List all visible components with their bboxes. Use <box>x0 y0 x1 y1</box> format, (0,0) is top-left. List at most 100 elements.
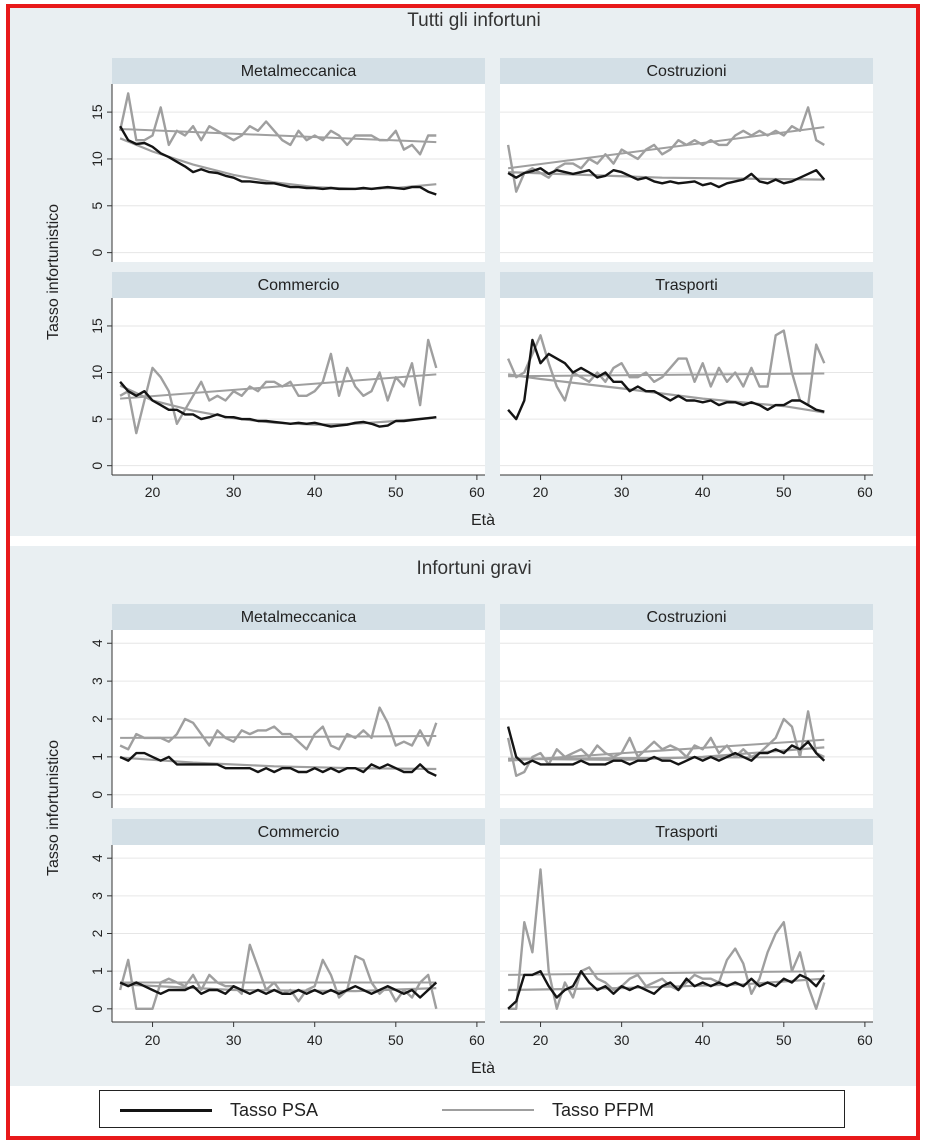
panel-title: Commercio <box>258 824 340 841</box>
y-tick-label: 0 <box>89 1005 105 1013</box>
y-tick-label: 3 <box>89 892 105 900</box>
y-tick-label: 15 <box>89 104 105 120</box>
series-psa <box>507 167 826 189</box>
panel-1-trasporti: Trasporti 20 30 40 50 60 <box>500 819 873 1048</box>
panel-strip <box>112 272 485 298</box>
panel-0-costruzioni: Costruzioni <box>500 58 873 262</box>
series-psa <box>507 970 826 1010</box>
y-tick-label: 1 <box>89 753 105 761</box>
x-tick-label: 50 <box>776 484 792 500</box>
x-tick-label: 30 <box>614 1032 630 1048</box>
x-tick-label: 50 <box>388 1032 404 1048</box>
panel-title: Metalmeccanica <box>241 63 357 80</box>
legend-swatch-pfpm <box>442 1109 534 1111</box>
y-tick-label: 15 <box>89 318 105 334</box>
legend-item-psa: Tasso PSA <box>120 1091 318 1129</box>
x-tick-label: 20 <box>145 484 161 500</box>
panel-0-metalmeccanica: Metalmeccanica 0 5 10 15 <box>89 58 485 262</box>
series-pfpm <box>119 338 438 435</box>
x-tick-label: 60 <box>857 1032 873 1048</box>
series-pfpm <box>119 706 438 751</box>
series-psa <box>507 338 825 421</box>
ylabel-2: Tasso infortunistico <box>45 740 62 876</box>
panel-title: Trasporti <box>655 277 718 294</box>
panel-title: Metalmeccanica <box>241 609 357 626</box>
panel-strip <box>112 604 485 630</box>
legend-swatch-psa <box>120 1108 212 1112</box>
y-tick-label: 4 <box>89 854 105 862</box>
y-tick-label: 5 <box>89 202 105 210</box>
x-tick-label: 60 <box>857 484 873 500</box>
series-pfpm-fit <box>508 970 825 976</box>
series-psa <box>119 981 438 999</box>
y-tick-label: 2 <box>89 715 105 723</box>
y-tick-label: 1 <box>89 967 105 975</box>
ylabel-1: Tasso infortunistico <box>45 204 62 340</box>
x-tick-label: 40 <box>695 484 711 500</box>
x-tick-label: 40 <box>307 484 323 500</box>
panel-strip <box>112 819 485 845</box>
section-title-1: Tutti gli infortuni <box>407 10 540 31</box>
series-pfpm <box>506 329 826 407</box>
section-title-2: Infortuni gravi <box>416 558 531 579</box>
x-tick-label: 40 <box>307 1032 323 1048</box>
panel-strip <box>500 604 873 630</box>
y-tick-label: 4 <box>89 639 105 647</box>
panel-0-trasporti: Trasporti 20 30 40 50 60 <box>500 272 873 500</box>
panel-strip <box>500 819 873 845</box>
panel-strip <box>500 272 873 298</box>
panel-1-commercio: Commercio 0 1 2 3 4 20 30 40 50 60 <box>89 819 485 1048</box>
y-tick-label: 10 <box>89 151 105 167</box>
y-tick-label: 0 <box>89 249 105 257</box>
series-psa-fit <box>507 373 825 414</box>
y-tick-label: 5 <box>89 415 105 423</box>
legend-item-pfpm: Tasso PFPM <box>442 1091 654 1129</box>
x-tick-label: 50 <box>388 484 404 500</box>
y-tick-label: 2 <box>89 929 105 937</box>
x-tick-label: 30 <box>614 484 630 500</box>
series-psa <box>119 125 437 196</box>
x-tick-label: 50 <box>776 1032 792 1048</box>
y-tick-label: 0 <box>89 791 105 799</box>
panel-0-commercio: Commercio 0 5 10 15 20 30 40 50 60 <box>89 272 485 500</box>
x-tick-label: 30 <box>226 484 242 500</box>
panel-title: Trasporti <box>655 824 718 841</box>
series-psa <box>119 381 437 428</box>
y-tick-label: 10 <box>89 365 105 381</box>
panel-1-metalmeccanica: Metalmeccanica 0 1 2 3 4 <box>89 604 485 808</box>
series-pfpm <box>506 106 825 193</box>
series-psa <box>506 726 826 766</box>
series-pfpm-fit <box>120 373 437 400</box>
series-psa <box>119 751 437 777</box>
series-psa-fit <box>120 756 437 771</box>
series-pfpm-fit <box>508 372 825 378</box>
y-tick-label: 3 <box>89 677 105 685</box>
legend: Tasso PSA Tasso PFPM <box>99 1090 845 1128</box>
series-pfpm <box>506 710 825 777</box>
x-tick-label: 60 <box>469 484 485 500</box>
series-psa-fit <box>508 171 825 181</box>
x-tick-label: 20 <box>145 1032 161 1048</box>
y-tick-label: 0 <box>89 462 105 470</box>
panel-strip <box>500 58 873 84</box>
xlabel-1: Età <box>471 512 495 529</box>
series-pfpm <box>118 943 438 1010</box>
series-pfpm <box>508 868 826 1010</box>
x-tick-label: 30 <box>226 1032 242 1048</box>
plot-area <box>112 84 485 262</box>
series-pfpm <box>118 92 437 156</box>
panel-1-costruzioni: Costruzioni <box>500 604 873 808</box>
panel-title: Commercio <box>258 277 340 294</box>
xlabel-2: Età <box>471 1060 495 1077</box>
legend-label-psa: Tasso PSA <box>230 1099 319 1120</box>
x-tick-label: 60 <box>469 1032 485 1048</box>
plot-area <box>112 298 485 475</box>
x-tick-label: 20 <box>533 1032 549 1048</box>
panel-title: Costruzioni <box>646 63 726 80</box>
x-tick-label: 40 <box>695 1032 711 1048</box>
panel-title: Costruzioni <box>646 609 726 626</box>
panel-strip <box>112 58 485 84</box>
x-tick-label: 20 <box>533 484 549 500</box>
legend-label-pfpm: Tasso PFPM <box>552 1099 655 1120</box>
